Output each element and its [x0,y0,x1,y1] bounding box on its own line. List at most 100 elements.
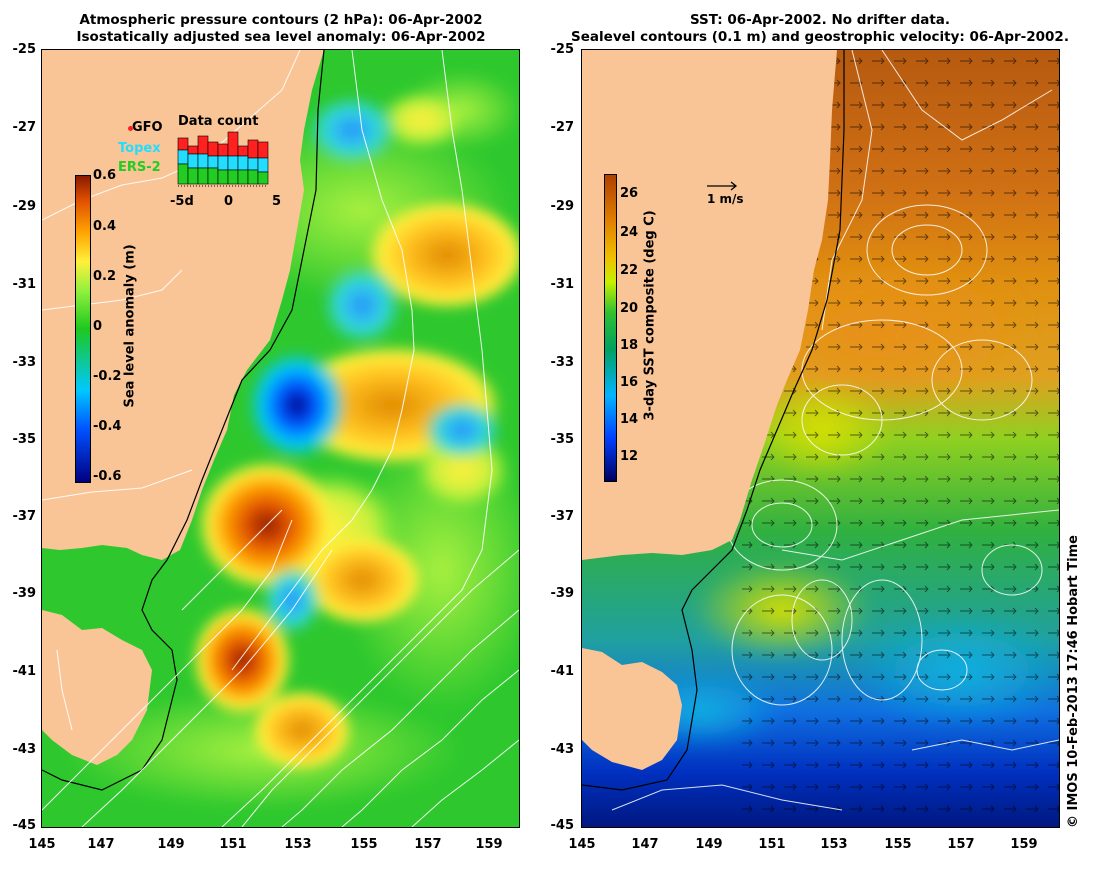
sla-colorbar-tick: -0.2 [93,369,122,384]
right-ytick: -25 [550,42,575,57]
sla-colorbar-tick: 0.2 [93,269,117,284]
sst-colorbar-tick: 12 [620,449,639,464]
right-xtick: 153 [820,837,848,852]
pressure-contour [42,519,293,811]
data-count-bar [247,139,259,159]
left-ytick: -31 [12,277,37,292]
sst-colorbar-tick: 14 [620,412,639,427]
data-count-bar [207,141,219,157]
pressure-contour [56,649,73,731]
sealevel-contour [791,579,853,661]
sla-red-high [192,605,292,715]
sst-colorbar-tick: 20 [620,301,639,316]
right-xtick: 151 [758,837,786,852]
australia-mainland [582,50,837,560]
right-xtick: 149 [695,837,723,852]
sla-colorbar [75,175,91,483]
coastline-contour [42,50,325,791]
left-title-line1: Atmospheric pressure contours (2 hPa): 0… [79,12,483,28]
left-ytick: -37 [12,509,37,524]
left-title-line2: Isostatically adjusted sea level anomaly… [76,29,486,45]
left-ytick: -45 [12,818,37,833]
sla-orange-high [252,690,352,770]
legend-ers2: ERS-2 [118,160,161,175]
left-ytick: -25 [12,42,37,57]
tasmania [42,610,152,765]
sst-colorbar-tick: 24 [620,225,639,240]
pressure-contour [411,739,519,827]
pressure-contour [42,469,193,501]
sst-colorbar-tick: 22 [620,263,639,278]
sla-map [42,50,519,827]
sealevel-contour [611,784,843,811]
right-ytick: -43 [550,742,575,757]
sealevel-contour [821,50,873,331]
right-title-line2: Sealevel contours (0.1 m) and geostrophi… [571,29,1069,45]
right-ytick: -37 [550,509,575,524]
sealevel-contour [866,204,988,296]
pressure-contour [81,549,333,827]
left-ytick: -43 [12,742,37,757]
sla-orange-high [367,200,519,310]
sst-map [582,50,1059,827]
sealevel-contour [801,384,883,456]
left-xtick: 159 [475,837,503,852]
sst-colorbar-tick: 18 [620,338,639,353]
data-count-xtick: 5 [272,194,282,209]
data-count-xtick: -5d [170,194,194,209]
pressure-contour [281,609,519,827]
legend-topex: Topex [118,141,161,156]
data-count-bar [187,145,199,155]
right-xtick: 159 [1010,837,1038,852]
sla-yellow-patch [377,90,467,150]
right-ytick: -41 [550,664,575,679]
legend-gfo-marker [128,126,133,131]
right-title-line1: SST: 06-Apr-2002. No drifter data. [689,12,951,28]
sla-colorbar-tick: -0.4 [93,419,122,434]
sla-colorbar-label: Sea level anomaly (m) [122,244,138,408]
sealevel-contour [931,339,1033,421]
sla-colorbar-tick: 0 [93,319,103,334]
sla-orange-high [302,535,422,625]
left-xtick: 149 [157,837,185,852]
left-xtick: 155 [350,837,378,852]
sealevel-contour [891,224,963,276]
left-xtick: 145 [28,837,56,852]
legend-gfo: GFO [132,120,163,135]
sla-colorbar-tick: 0.4 [93,219,117,234]
pressure-contour [42,269,183,311]
scale-arrow-label: 1 m/s [707,192,744,206]
data-count-bar [227,131,239,157]
sealevel-contour [731,594,833,706]
sealevel-contour [881,50,1053,141]
right-ytick: -39 [550,586,575,601]
right-ytick: -29 [550,199,575,214]
data-count-bar [217,143,229,157]
sla-low-eddy [307,95,397,165]
left-ytick: -33 [12,355,37,370]
tasmania [582,648,682,770]
data-count-bar [177,137,189,151]
sst-colorbar [604,174,617,482]
left-xtick: 147 [87,837,115,852]
sla-low-eddy [322,265,402,345]
data-count-bar [257,141,269,159]
sst-colorbar-tick: 16 [620,375,639,390]
imos-credit: © IMOS 10-Feb-2013 17:46 Hobart Time [1066,535,1081,828]
left-ytick: -39 [12,586,37,601]
sla-low-eddy [262,565,322,635]
left-ytick: -35 [12,432,37,447]
right-xtick: 147 [631,837,659,852]
left-ytick: -29 [12,199,37,214]
sla-colorbar-tick: -0.6 [93,469,122,484]
left-xtick: 153 [284,837,312,852]
sealevel-contour [916,649,968,691]
right-ytick: -35 [550,432,575,447]
data-count-xtick: 0 [224,194,234,209]
sealevel-contour [841,579,923,701]
pressure-contour [241,549,519,827]
right-xtick: 155 [884,837,912,852]
sealevel-contour [911,739,1059,751]
sla-map-frame [41,49,520,828]
left-ytick: -41 [12,664,37,679]
